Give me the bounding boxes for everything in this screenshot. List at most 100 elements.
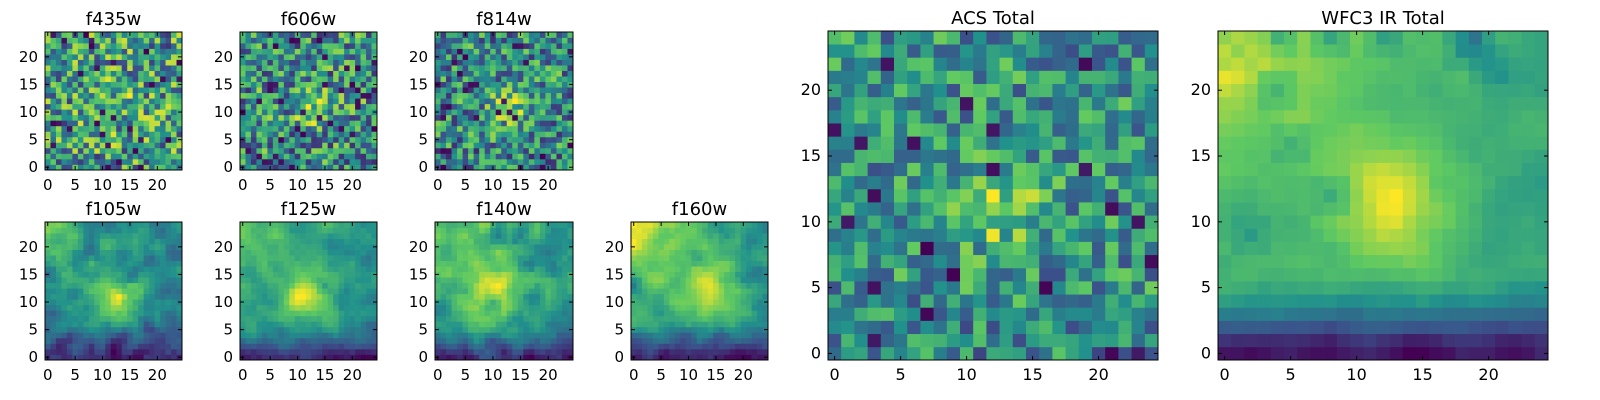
heatmap-cell	[523, 348, 530, 355]
heatmap-cell	[77, 54, 84, 60]
heatmap-cell	[707, 299, 714, 306]
heatmap-cell	[501, 147, 508, 154]
heatmap-cell	[545, 81, 552, 88]
heatmap-cell	[272, 332, 279, 339]
heatmap-cell	[344, 153, 350, 160]
heatmap-cell	[88, 354, 95, 361]
y-tick-label: 20	[409, 48, 428, 66]
heatmap-cell	[718, 277, 725, 284]
heatmap-cell	[641, 321, 648, 328]
heatmap-cell	[490, 293, 497, 300]
heatmap-cell	[311, 114, 318, 121]
heatmap-cell	[300, 233, 307, 239]
heatmap-cell	[278, 142, 285, 149]
heatmap-cell	[327, 65, 334, 71]
heatmap-cell	[116, 244, 123, 250]
heatmap-cell	[344, 222, 350, 228]
heatmap-cell	[278, 136, 285, 143]
heatmap-cell	[149, 65, 155, 71]
heatmap-cell	[349, 65, 356, 71]
heatmap-cell	[462, 227, 469, 234]
heatmap-cell	[696, 337, 703, 344]
heatmap-cell	[440, 43, 447, 49]
heatmap-cell	[110, 103, 117, 110]
heatmap-cell	[371, 43, 378, 49]
heatmap-cell	[165, 92, 172, 99]
heatmap-cell	[355, 337, 361, 344]
heatmap-cell	[539, 282, 546, 289]
heatmap-cell	[283, 332, 290, 339]
heatmap-cell	[735, 354, 741, 361]
heatmap-cell	[501, 255, 508, 261]
heatmap-cell	[479, 238, 486, 245]
heatmap-cell	[512, 282, 519, 289]
heatmap-cell	[245, 304, 252, 311]
heatmap-cell	[294, 288, 301, 295]
heatmap-cell	[77, 164, 84, 171]
heatmap-cell	[658, 255, 665, 261]
heatmap-cell	[473, 222, 480, 228]
heatmap-cell	[83, 131, 90, 138]
heatmap-cell	[528, 37, 535, 44]
heatmap-cell	[457, 131, 463, 138]
heatmap-cell	[256, 288, 263, 295]
heatmap-cell	[641, 332, 648, 339]
heatmap-cell	[517, 158, 524, 165]
heatmap-cell	[501, 98, 508, 105]
heatmap-cell	[528, 48, 535, 55]
heatmap-cell	[88, 326, 95, 333]
heatmap-cell	[311, 43, 318, 49]
heatmap-cell	[349, 315, 356, 322]
heatmap-cell	[718, 238, 725, 245]
heatmap-cell	[105, 98, 112, 105]
heatmap-cell	[360, 326, 367, 333]
heatmap-cell	[256, 142, 263, 149]
heatmap-cell	[55, 354, 62, 361]
heatmap-cell	[50, 158, 57, 165]
heatmap-cell	[528, 131, 535, 138]
heatmap-cell	[105, 277, 112, 284]
heatmap-cell	[556, 326, 563, 333]
heatmap-cell	[61, 315, 68, 322]
heatmap-cell	[473, 37, 480, 44]
heatmap-cell	[495, 227, 502, 234]
heatmap-cell	[674, 304, 681, 311]
heatmap-cell	[512, 136, 519, 143]
heatmap-cell	[371, 142, 378, 149]
heatmap-cell	[99, 315, 106, 322]
heatmap-cell	[83, 304, 90, 311]
heatmap-cells	[45, 32, 183, 171]
heatmap-cell	[355, 37, 361, 44]
heatmap-cell	[440, 282, 447, 289]
heatmap-cell	[171, 147, 177, 154]
heatmap-cell	[440, 98, 447, 105]
heatmap-cell	[138, 348, 144, 355]
heatmap-cell	[680, 337, 687, 344]
heatmap-cell	[278, 147, 285, 154]
heatmap-cell	[713, 277, 720, 284]
heatmap-cell	[61, 125, 68, 132]
heatmap-cell	[751, 299, 758, 306]
heatmap-cell	[160, 147, 166, 154]
heatmap-cell	[636, 354, 643, 361]
heatmap-cell	[355, 70, 361, 77]
heatmap-cell	[110, 120, 117, 127]
heatmap-cell	[50, 227, 57, 234]
heatmap-cell	[663, 266, 670, 273]
heatmap-cell	[272, 337, 279, 344]
heatmap-cell	[94, 266, 101, 273]
heatmap-cell	[999, 175, 1014, 190]
heatmap-cell	[663, 260, 670, 267]
heatmap-cell	[110, 332, 117, 339]
heatmap-cell	[289, 54, 296, 60]
heatmap-cell	[512, 304, 519, 311]
heatmap-cell	[446, 92, 452, 99]
heatmap-cell	[327, 48, 334, 55]
heatmap-cell	[66, 321, 73, 328]
heatmap-cell	[762, 227, 769, 234]
heatmap-cell	[316, 249, 323, 256]
heatmap-cell	[94, 315, 101, 322]
heatmap-cell	[702, 348, 709, 355]
heatmap-cell	[311, 136, 318, 143]
heatmap-cell	[83, 299, 90, 306]
